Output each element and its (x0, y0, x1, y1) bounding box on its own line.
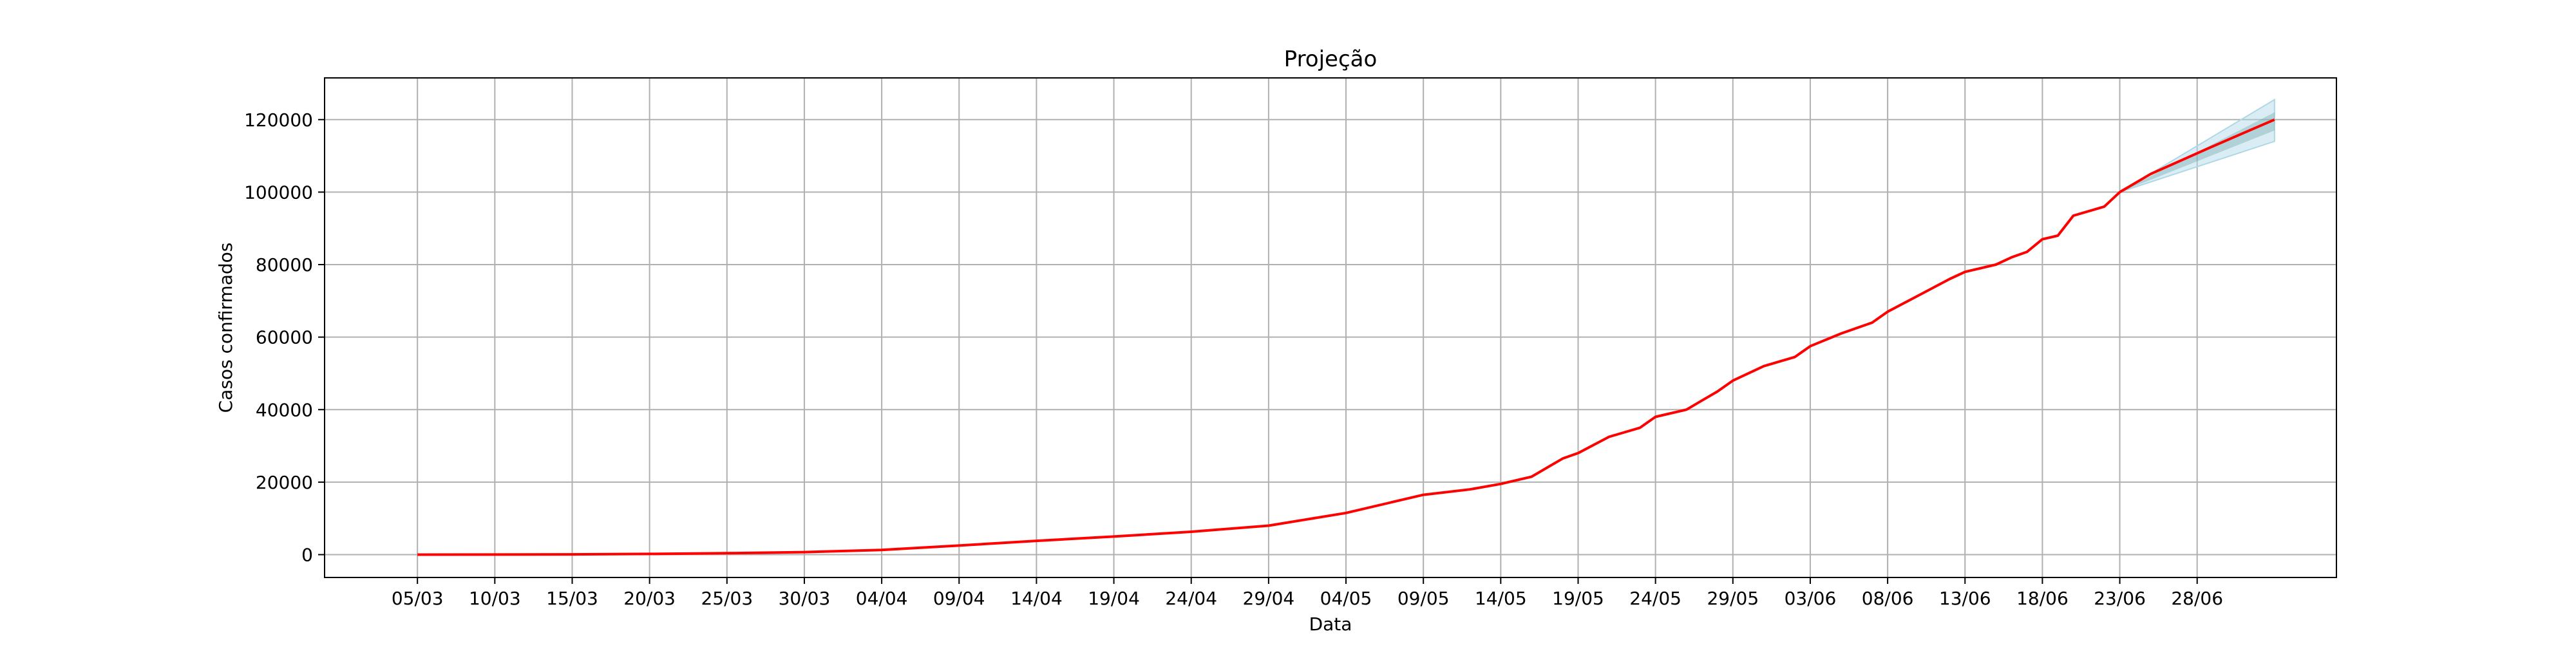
chart-title: Projeção (1284, 46, 1378, 72)
y-tick-label: 60000 (256, 327, 313, 348)
x-tick-label: 09/05 (1397, 588, 1450, 609)
x-tick-label: 13/06 (1939, 588, 1991, 609)
x-tick-label: 28/06 (2171, 588, 2223, 609)
x-tick-label: 15/03 (546, 588, 598, 609)
y-axis-ticks: 0 20000 40000 60000 80000 100000 120000 (244, 109, 325, 566)
x-tick-label: 20/03 (623, 588, 676, 609)
x-tick-label: 19/05 (1552, 588, 1604, 609)
x-tick-label: 10/03 (469, 588, 521, 609)
y-axis-label: Casos confirmados (215, 243, 236, 413)
x-tick-label: 09/04 (933, 588, 985, 609)
x-tick-label: 05/03 (392, 588, 444, 609)
x-tick-label: 30/03 (779, 588, 831, 609)
x-tick-label: 08/06 (1862, 588, 1914, 609)
y-tick-label: 20000 (256, 472, 313, 493)
y-tick-label: 120000 (244, 109, 313, 131)
series-layer (417, 118, 2275, 556)
x-tick-label: 19/04 (1088, 588, 1140, 609)
x-tick-label: 23/06 (2094, 588, 2146, 609)
y-tick-label: 80000 (256, 254, 313, 276)
x-tick-label: 24/04 (1165, 588, 1217, 609)
x-tick-label: 25/03 (701, 588, 753, 609)
projection-band-inner (2119, 112, 2275, 192)
series-line-confirmed-cases (417, 118, 2275, 556)
y-tick-label: 40000 (256, 399, 313, 420)
y-tick-label: 100000 (244, 182, 313, 203)
x-tick-label: 29/04 (1243, 588, 1295, 609)
grid (325, 78, 2336, 577)
x-tick-label: 03/06 (1785, 588, 1837, 609)
x-tick-label: 04/04 (856, 588, 908, 609)
x-axis-ticks: 05/03 10/03 15/03 20/03 25/03 30/03 04/04 09/04… (392, 577, 2223, 609)
x-tick-label: 18/06 (2016, 588, 2069, 609)
x-tick-label: 14/05 (1475, 588, 1527, 609)
x-tick-label: 24/05 (1629, 588, 1681, 609)
x-tick-label: 04/05 (1320, 588, 1372, 609)
y-tick-label: 0 (301, 545, 313, 566)
plot-frame (324, 77, 2337, 578)
x-axis-label: Data (1309, 614, 1352, 635)
x-tick-label: 14/04 (1010, 588, 1063, 609)
x-tick-label: 29/05 (1707, 588, 1759, 609)
